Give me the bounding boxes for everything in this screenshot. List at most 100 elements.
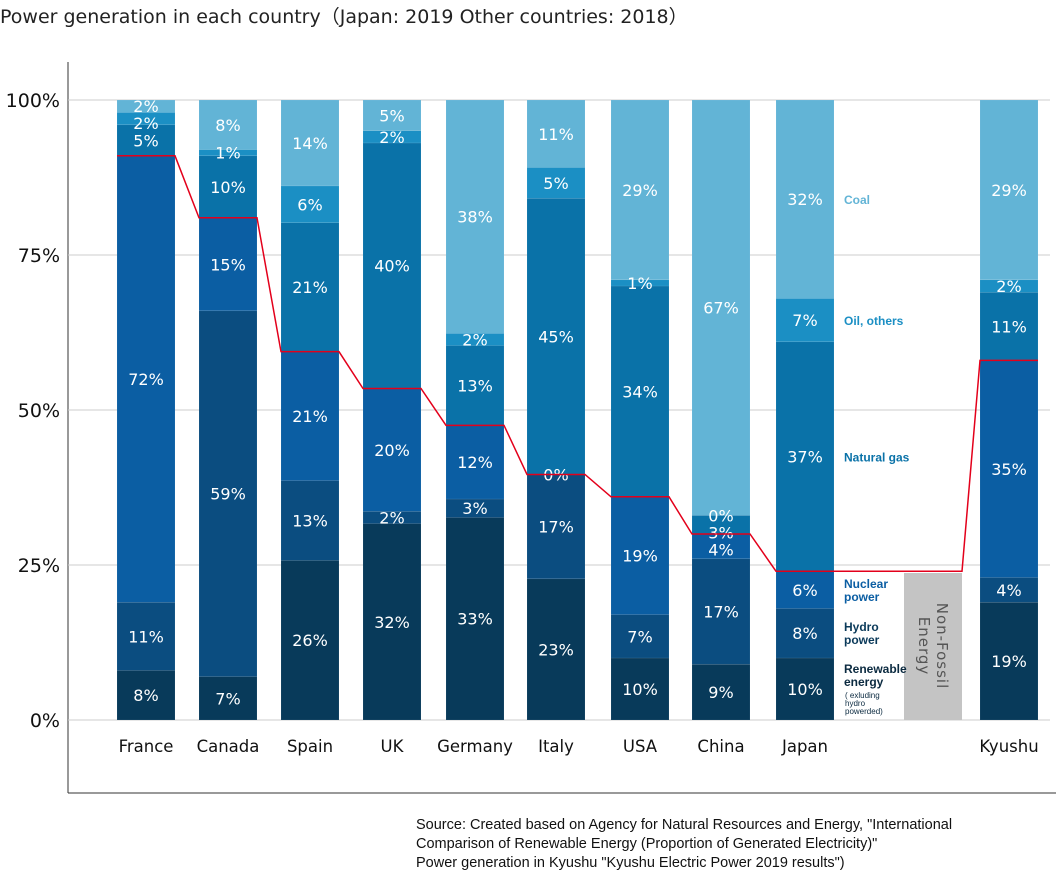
data-label: 17% xyxy=(538,518,574,537)
bar-segment xyxy=(775,608,835,659)
data-label: 5% xyxy=(543,174,568,193)
bar-segment xyxy=(198,155,258,219)
y-tick-label: 75% xyxy=(18,245,60,267)
source-line: Comparison of Renewable Energy (Proporti… xyxy=(416,836,878,852)
data-label: 37% xyxy=(787,448,823,467)
bar-segment xyxy=(362,142,422,389)
legend-note: ( exluding hydro powerded) xyxy=(845,691,883,716)
bar-segment xyxy=(691,99,751,516)
bar-segment xyxy=(691,533,751,560)
data-label: 40% xyxy=(374,257,410,276)
bar-segment xyxy=(198,217,258,312)
data-label: 32% xyxy=(374,613,410,632)
bar-segment xyxy=(775,298,835,343)
data-label: 26% xyxy=(292,631,328,650)
data-label: 4% xyxy=(996,581,1021,600)
bar-segment xyxy=(280,185,340,224)
x-tick-label: Italy xyxy=(538,737,574,756)
bar-segment xyxy=(610,614,670,659)
bar-segment xyxy=(362,388,422,512)
data-label: 8% xyxy=(792,624,817,643)
data-label: 38% xyxy=(457,208,493,227)
data-label: 10% xyxy=(210,178,246,197)
data-label: 5% xyxy=(133,131,158,150)
y-tick-label: 50% xyxy=(18,400,60,422)
bar-segment xyxy=(280,351,340,481)
data-label: 12% xyxy=(457,453,493,472)
data-label: 2% xyxy=(379,128,404,147)
source-line: Power generation in Kyushu "Kyushu Elect… xyxy=(416,855,845,871)
data-label: 45% xyxy=(538,327,574,346)
y-tick-label: 25% xyxy=(18,555,60,577)
data-label: 2% xyxy=(133,114,158,133)
data-label: 6% xyxy=(297,195,322,214)
data-label: 2% xyxy=(996,277,1021,296)
bar-segment xyxy=(445,345,505,426)
bar-segment xyxy=(116,99,176,113)
bar-segment xyxy=(445,99,505,334)
data-label: 11% xyxy=(128,627,164,646)
data-label: 2% xyxy=(379,508,404,527)
non-fossil-line xyxy=(117,155,1038,572)
x-tick-label: USA xyxy=(623,737,658,756)
data-label: 7% xyxy=(792,311,817,330)
data-label: 4% xyxy=(708,540,733,559)
data-label: 20% xyxy=(374,441,410,460)
bar-segment xyxy=(526,99,586,168)
data-label: 59% xyxy=(210,485,246,504)
data-label: 32% xyxy=(787,190,823,209)
legend-label: Coal xyxy=(844,193,870,207)
bar-segment xyxy=(979,360,1039,578)
data-label: 10% xyxy=(622,680,658,699)
non-fossil-box xyxy=(904,573,962,720)
data-label: 7% xyxy=(627,627,652,646)
bar-segment xyxy=(979,577,1039,603)
data-label: 21% xyxy=(292,278,328,297)
bar-segment xyxy=(775,657,835,721)
data-label: 3% xyxy=(708,523,733,542)
source-note: Source: Created based on Agency for Natu… xyxy=(416,816,952,873)
data-label: 67% xyxy=(703,299,739,318)
non-fossil-label: Non-FossilEnergy xyxy=(915,603,951,690)
data-label: 1% xyxy=(215,144,240,163)
x-tick-label: China xyxy=(697,737,744,756)
bar-segment xyxy=(362,523,422,721)
bar-segment xyxy=(526,197,586,475)
data-label: 11% xyxy=(991,317,1027,336)
data-label: 0% xyxy=(708,506,733,525)
data-label: 6% xyxy=(792,581,817,600)
data-label: 14% xyxy=(292,134,328,153)
y-tick-label: 0% xyxy=(30,710,60,732)
bar-segment xyxy=(979,601,1039,721)
data-label: 13% xyxy=(292,511,328,530)
data-label: 29% xyxy=(991,181,1027,200)
bar-segment xyxy=(610,657,670,721)
bar-segment xyxy=(198,99,258,150)
x-tick-label: Japan xyxy=(781,737,828,756)
data-label: 72% xyxy=(128,370,164,389)
data-label: 5% xyxy=(379,106,404,125)
bar-segment xyxy=(691,663,751,721)
bar-segment xyxy=(280,560,340,721)
bar-segment xyxy=(979,291,1039,361)
data-label: 1% xyxy=(627,274,652,293)
bar-segment xyxy=(526,578,586,721)
data-label: 19% xyxy=(622,547,658,566)
bar-segment xyxy=(198,676,258,721)
x-tick-label: Spain xyxy=(287,737,333,756)
x-tick-label: Germany xyxy=(437,737,513,756)
bar-segment xyxy=(979,99,1039,281)
data-label: 23% xyxy=(538,640,574,659)
legend-label: Hydro power xyxy=(844,620,880,647)
chart-title: Power generation in each country（Japan: … xyxy=(0,6,688,28)
bar-segment xyxy=(116,155,176,603)
bar-segment xyxy=(280,480,340,561)
legend-label: Natural gas xyxy=(844,451,910,465)
data-label: 7% xyxy=(215,689,240,708)
bar-segment xyxy=(610,496,670,615)
bar-segment xyxy=(280,222,340,352)
data-label: 2% xyxy=(133,97,158,116)
data-label: 11% xyxy=(538,125,574,144)
